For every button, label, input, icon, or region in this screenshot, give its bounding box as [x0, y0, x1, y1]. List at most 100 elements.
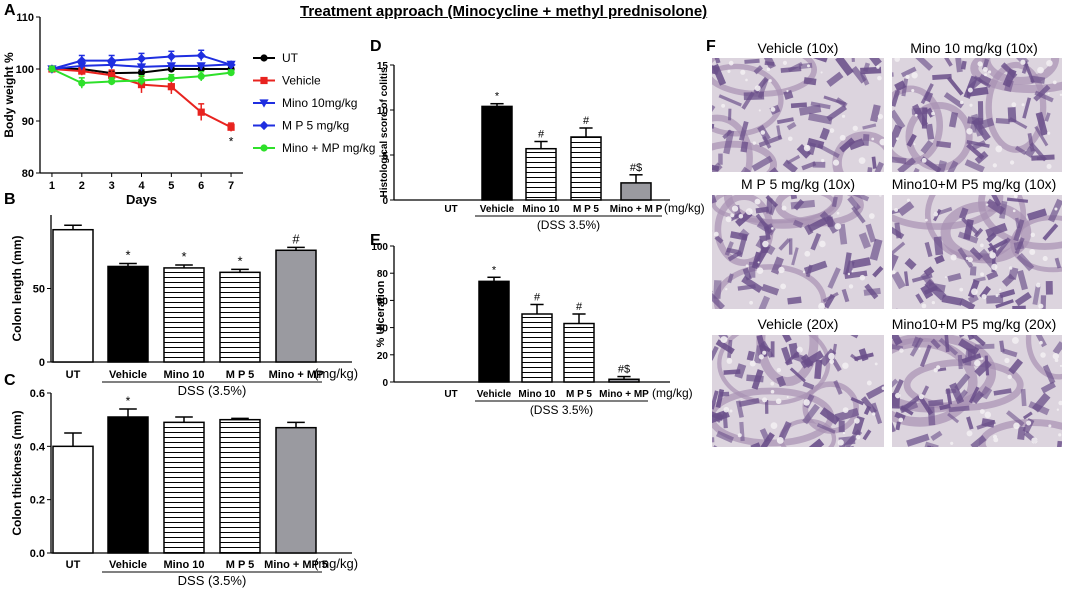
y-tick-label: 10	[377, 106, 389, 117]
tissue-gland	[1022, 411, 1033, 420]
tissue-lumen	[892, 270, 896, 275]
tissue-gland	[969, 266, 977, 276]
bar	[52, 445, 94, 554]
category-label: UT	[66, 369, 81, 381]
tissue-lumen	[725, 287, 728, 291]
tissue-gland	[1045, 281, 1053, 295]
data-point	[197, 72, 205, 80]
x-tick-label: 3	[109, 180, 115, 192]
tissue-gland	[712, 345, 719, 361]
legend-label: M P 5 mg/kg	[282, 119, 349, 133]
tissue-gland	[993, 388, 1012, 396]
tissue-lumen	[786, 396, 789, 399]
y-axis-label: Colon length (mm)	[10, 236, 24, 342]
tissue-gland	[802, 381, 815, 390]
tissue-gland	[848, 138, 865, 151]
data-point	[197, 108, 205, 116]
tissue-lumen	[1039, 340, 1043, 345]
tissue-gland	[912, 103, 928, 127]
tissue-lumen	[931, 301, 935, 305]
tissue-gland	[892, 241, 906, 260]
legend-marker	[260, 54, 268, 62]
tissue-lumen	[729, 409, 733, 413]
data-point	[108, 71, 116, 79]
significance-mark: #	[583, 115, 590, 127]
tissue-gland	[894, 222, 902, 239]
tissue-gland	[970, 435, 987, 447]
tissue-gland	[954, 373, 971, 392]
tissue-gland	[838, 223, 848, 245]
tissue-gland	[1006, 410, 1025, 427]
category-label: Mino + M P	[610, 204, 663, 215]
tissue-lumen	[921, 303, 927, 309]
tissue-lumen	[1054, 207, 1058, 211]
tissue-gland	[712, 162, 723, 172]
tissue-gland	[871, 402, 883, 425]
tissue-lumen	[999, 288, 1002, 291]
tissue-lumen	[931, 111, 935, 116]
tissue-gland	[911, 336, 921, 348]
tissue-gland	[738, 121, 749, 141]
tissue-lumen	[713, 231, 719, 237]
tissue-gland	[863, 405, 872, 416]
tissue-gland	[727, 273, 734, 284]
tissue-gland	[780, 66, 802, 73]
tissue-gland	[755, 206, 770, 214]
tissue-gland	[760, 340, 774, 358]
data-point	[166, 62, 176, 71]
tissue-gland	[1044, 112, 1051, 122]
tissue-gland	[1016, 270, 1028, 291]
tissue-lumen	[879, 195, 882, 197]
category-label: Vehicle	[480, 204, 515, 215]
bar	[521, 313, 553, 383]
x-tick-label: 7	[228, 180, 234, 192]
data-point	[166, 51, 176, 62]
tissue-gland	[791, 247, 799, 266]
tissue-gland	[977, 73, 992, 86]
tissue-gland	[936, 140, 952, 149]
tissue-lumen	[754, 85, 761, 92]
y-tick-label: 0	[382, 378, 388, 389]
tissue-gland	[751, 369, 764, 390]
tissue-lumen	[871, 137, 875, 141]
tissue-lumen	[1013, 422, 1020, 430]
tissue-gland	[776, 375, 787, 388]
tissue-layer	[1025, 335, 1062, 380]
tissue-gland	[1020, 388, 1027, 407]
tissue-gland	[894, 411, 906, 421]
tissue-gland	[819, 348, 837, 367]
tissue-lumen	[894, 207, 899, 212]
tissue-gland	[790, 102, 807, 109]
tissue-lumen	[899, 348, 904, 353]
tissue-gland	[936, 160, 947, 172]
tissue-gland	[858, 348, 869, 362]
chart-body-weight: 80 90 100 110 1 2 3 4 5 6 7 Days Body weight % UT Vehi…	[2, 12, 375, 207]
tissue-lumen	[980, 357, 984, 360]
tissue-gland	[865, 223, 877, 243]
tissue-lumen	[787, 136, 793, 142]
tissue-gland	[933, 206, 953, 217]
tissue-gland	[901, 78, 909, 97]
tissue-lumen	[829, 359, 835, 364]
tissue-gland	[741, 275, 763, 293]
tissue-gland	[960, 60, 967, 70]
tissue-lumen	[1046, 59, 1053, 67]
tissue-lumen	[881, 386, 884, 390]
tissue-gland	[1048, 198, 1062, 223]
tissue-gland	[967, 348, 976, 359]
tissue-lumen	[854, 417, 860, 424]
tissue-gland	[783, 89, 794, 100]
tissue-layer	[712, 114, 753, 172]
tissue-gland	[712, 61, 720, 75]
tissue-gland	[763, 167, 779, 172]
significance-mark: *	[495, 91, 500, 103]
tissue-lumen	[1059, 93, 1062, 96]
tissue-gland	[923, 266, 935, 277]
tissue-gland	[995, 299, 1014, 309]
tissue-gland	[729, 211, 743, 222]
data-point	[77, 62, 87, 71]
unit-label: (mg/kg)	[664, 201, 705, 215]
tissue-gland	[939, 403, 951, 411]
tissue-gland	[946, 76, 964, 96]
micrograph-vehicle-10x	[712, 58, 884, 172]
